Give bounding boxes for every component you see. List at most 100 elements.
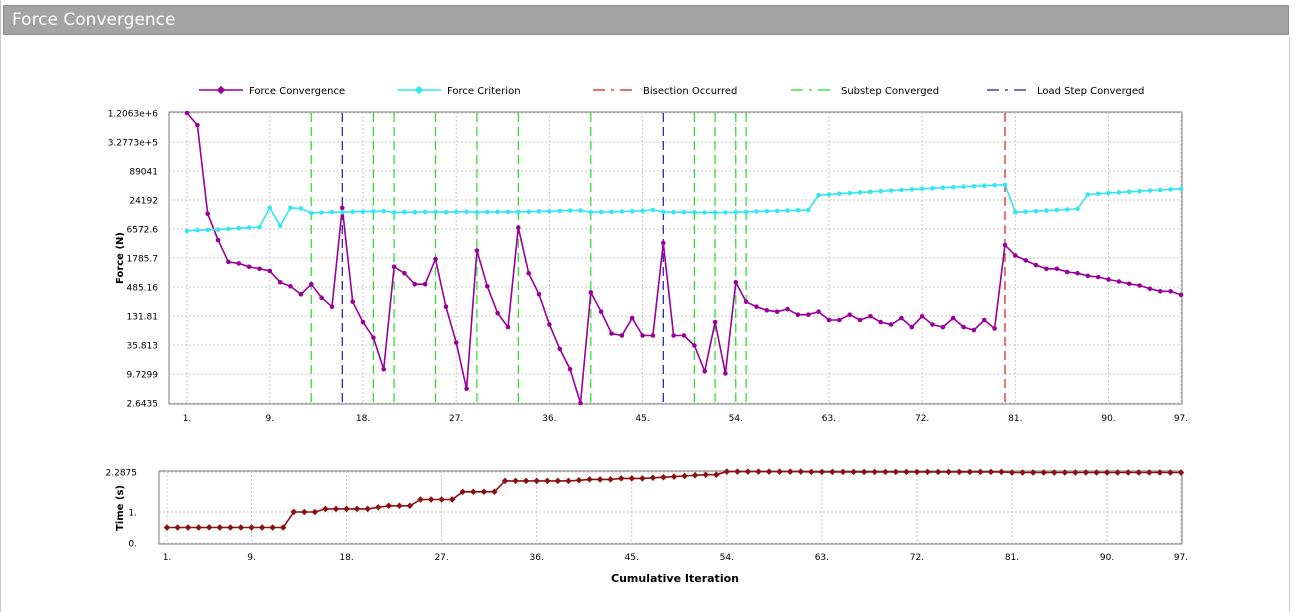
time-series-point-33 xyxy=(512,477,519,485)
force-series-1-point-12 xyxy=(309,210,314,216)
time-series-point-73 xyxy=(934,468,942,476)
force-series-1-point-75 xyxy=(961,184,966,189)
force-series-1-point-36 xyxy=(557,208,563,214)
force-series-0-point-43 xyxy=(629,315,635,321)
force-series-1-point-3 xyxy=(215,227,221,232)
force-series-0-point-65 xyxy=(857,317,863,323)
time-series-point-65 xyxy=(850,468,857,476)
force-series-1-point-86 xyxy=(1075,206,1080,212)
force-series-1-point-94 xyxy=(1158,187,1163,193)
legend-marker-0 xyxy=(216,85,226,95)
time-series-point-25 xyxy=(427,496,435,503)
force-chart: 1.2063e+6 3.2773e+5 89041 24192 6572.6 1785.7… xyxy=(108,110,1188,425)
time-series-point-21 xyxy=(385,502,393,510)
force-x-tick-0: 1. xyxy=(183,414,192,424)
force-series-1-point-74 xyxy=(950,184,956,190)
force-series-0-point-52 xyxy=(723,371,728,376)
time-x-tick-7: 63. xyxy=(815,553,829,563)
force-series-0-point-83 xyxy=(1044,266,1049,272)
time-series-point-78 xyxy=(987,468,995,476)
force-series-1-point-18 xyxy=(371,209,376,214)
force-y-tick-3: 24192 xyxy=(129,197,158,207)
force-y-tick-4: 6572.6 xyxy=(127,226,159,236)
force-series-1-point-47 xyxy=(671,209,676,215)
force-series-1-point-50 xyxy=(702,210,707,215)
time-series-point-74 xyxy=(945,468,952,476)
force-series-0-point-8 xyxy=(267,268,273,274)
force-series-0-point-59 xyxy=(795,312,801,318)
force-series-1-point-54 xyxy=(743,209,749,215)
time-x-tick-11: 97. xyxy=(1174,553,1188,563)
force-series-0-point-87 xyxy=(1085,273,1091,279)
force-series-1-point-16 xyxy=(350,209,356,214)
force-series-1-point-73 xyxy=(940,185,946,190)
force-x-tick-2: 18. xyxy=(356,414,370,424)
force-y-tick-7: 131.81 xyxy=(127,313,159,323)
force-series-0-point-21 xyxy=(402,270,407,276)
legend-label-4: Load Step Converged xyxy=(1037,86,1144,97)
force-series-1-point-70 xyxy=(909,187,915,192)
time-plot-area xyxy=(158,470,1183,545)
force-y-tick-5: 1785.7 xyxy=(127,255,159,265)
force-series-1-point-25 xyxy=(443,209,449,215)
time-series-point-1 xyxy=(174,524,181,531)
time-series-point-81 xyxy=(1019,469,1026,476)
force-series-1-point-9 xyxy=(277,223,283,229)
time-series-point-53 xyxy=(723,468,731,475)
time-series-point-77 xyxy=(977,468,984,476)
force-series-0-point-17 xyxy=(360,319,366,325)
force-series-1-point-76 xyxy=(971,183,977,189)
force-series-0-point-32 xyxy=(516,225,521,230)
force-series-1-point-62 xyxy=(826,192,832,197)
force-series-1-point-34 xyxy=(536,209,542,214)
force-series-0-point-36 xyxy=(557,346,563,352)
force-series-1-point-61 xyxy=(816,192,821,198)
force-series-0-point-68 xyxy=(888,322,894,327)
force-series-1-point-10 xyxy=(288,205,293,211)
time-series-point-30 xyxy=(480,488,488,496)
time-series-point-31 xyxy=(491,488,498,496)
time-series-point-27 xyxy=(448,496,456,503)
force-series-0-point-0 xyxy=(184,110,190,116)
window-title: Force Convergence xyxy=(12,10,176,30)
force-series-0-point-71 xyxy=(919,314,925,319)
force-series-0-point-13 xyxy=(319,295,324,301)
force-series-1-point-17 xyxy=(360,209,366,214)
force-series-0-point-2 xyxy=(205,211,210,217)
force-series-0-point-48 xyxy=(681,333,687,338)
force-series-1-point-78 xyxy=(992,182,997,188)
force-series-1-point-72 xyxy=(930,186,935,191)
force-series-1-point-57 xyxy=(774,208,780,214)
time-series-point-2 xyxy=(184,524,192,531)
time-x-tick-labels: 1. 9. 18. 27. 36. 45. 54. 63. 72. 81. 90. 97. xyxy=(163,553,1188,563)
force-series-0-point-1 xyxy=(195,122,200,128)
force-series-1-point-14 xyxy=(329,209,335,215)
force-series-1-point-92 xyxy=(1137,188,1142,194)
force-x-tick-11: 97. xyxy=(1174,414,1188,424)
force-series-0-point-57 xyxy=(774,309,780,315)
time-series-point-28 xyxy=(459,488,466,495)
force-series-0-point-89 xyxy=(1106,277,1111,282)
force-series-0-point-20 xyxy=(391,264,397,270)
time-series-point-52 xyxy=(713,471,720,478)
time-series-point-12 xyxy=(290,508,297,516)
force-series-0-point-26 xyxy=(453,340,459,345)
force-series-0-point-18 xyxy=(371,335,376,340)
time-series-point-56 xyxy=(755,468,762,475)
force-series-1-point-85 xyxy=(1064,207,1070,212)
force-series-1-point-93 xyxy=(1147,188,1153,193)
force-series-1-point-26 xyxy=(453,209,459,215)
force-series-0-point-16 xyxy=(350,299,356,305)
force-series-0-point-27 xyxy=(464,386,469,392)
force-series-1-point-71 xyxy=(919,186,925,192)
time-y-tick-2: 0. xyxy=(128,540,137,550)
force-series-0-point-96 xyxy=(1178,292,1184,298)
force-series-0-point-85 xyxy=(1064,269,1070,275)
legend: Force Convergence Force Criterion Bisectio… xyxy=(199,85,1144,97)
force-series-1-point-60 xyxy=(806,207,811,213)
force-series-0-point-28 xyxy=(474,248,480,253)
force-series-1-point-24 xyxy=(433,209,438,215)
force-y-tick-9: 9.7299 xyxy=(127,370,159,380)
force-series-0-point-33 xyxy=(526,270,531,276)
